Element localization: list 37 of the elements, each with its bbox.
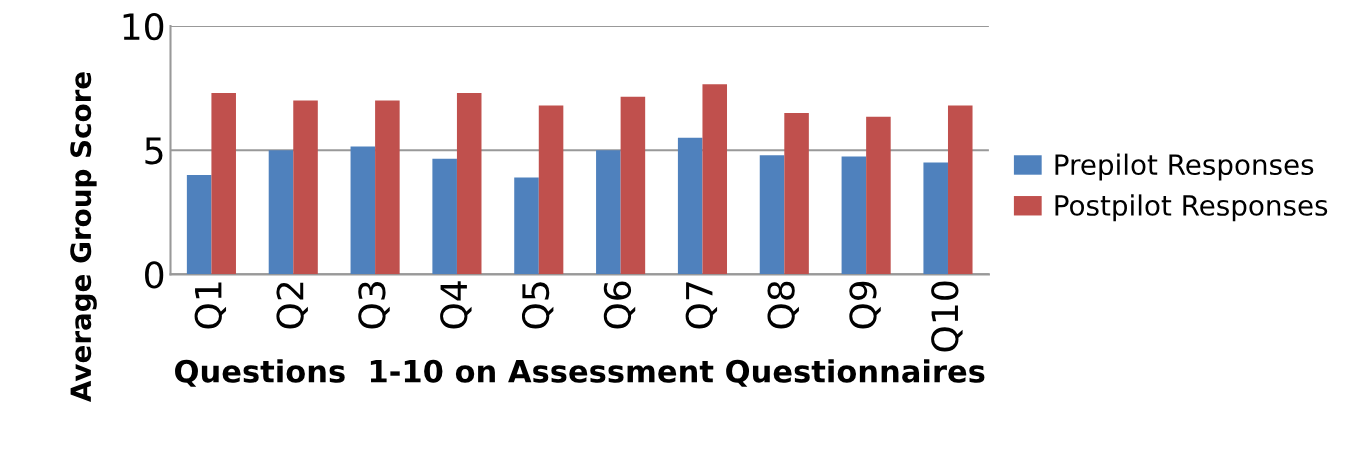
bar <box>268 150 294 275</box>
bar <box>538 105 564 275</box>
bar <box>841 156 867 275</box>
bar <box>677 137 703 275</box>
bar <box>514 177 539 275</box>
legend-label: Prepilot Responses <box>1055 153 1314 181</box>
x-tick-label: Q2 <box>276 282 308 329</box>
bar <box>350 146 376 275</box>
bar <box>186 175 212 275</box>
bar <box>293 100 318 275</box>
bar <box>923 162 948 275</box>
y-tick-label: 0 <box>145 261 164 289</box>
legend-label: Postpilot Responses <box>1055 194 1328 222</box>
x-tick-label: Q9 <box>849 281 881 329</box>
bar <box>211 93 236 275</box>
x-tick-label: Q4 <box>440 281 472 329</box>
x-axis-title: Questions 1-10 on Assessment Questionnaires <box>175 359 985 387</box>
bar <box>375 100 400 275</box>
x-tick-label: Q8 <box>767 281 799 329</box>
x-tick-label: Q10 <box>931 281 963 352</box>
bar <box>759 155 785 275</box>
bar <box>784 112 809 275</box>
bar <box>947 105 973 275</box>
y-tick-label: 5 <box>145 137 163 165</box>
x-tick-label: Q5 <box>521 282 554 329</box>
y-axis-title: Average Group Score <box>70 72 97 403</box>
bar <box>596 150 621 275</box>
x-tick-label: Q3 <box>358 282 390 329</box>
x-tick-label: Q7 <box>685 282 718 329</box>
bar <box>620 96 646 275</box>
bar <box>432 158 457 275</box>
y-tick-label: 10 <box>123 12 164 41</box>
bar <box>702 84 728 275</box>
x-tick-label: Q1 <box>194 282 227 329</box>
bar <box>456 93 482 275</box>
x-tick-label: Q6 <box>603 281 636 329</box>
bar <box>866 116 891 275</box>
